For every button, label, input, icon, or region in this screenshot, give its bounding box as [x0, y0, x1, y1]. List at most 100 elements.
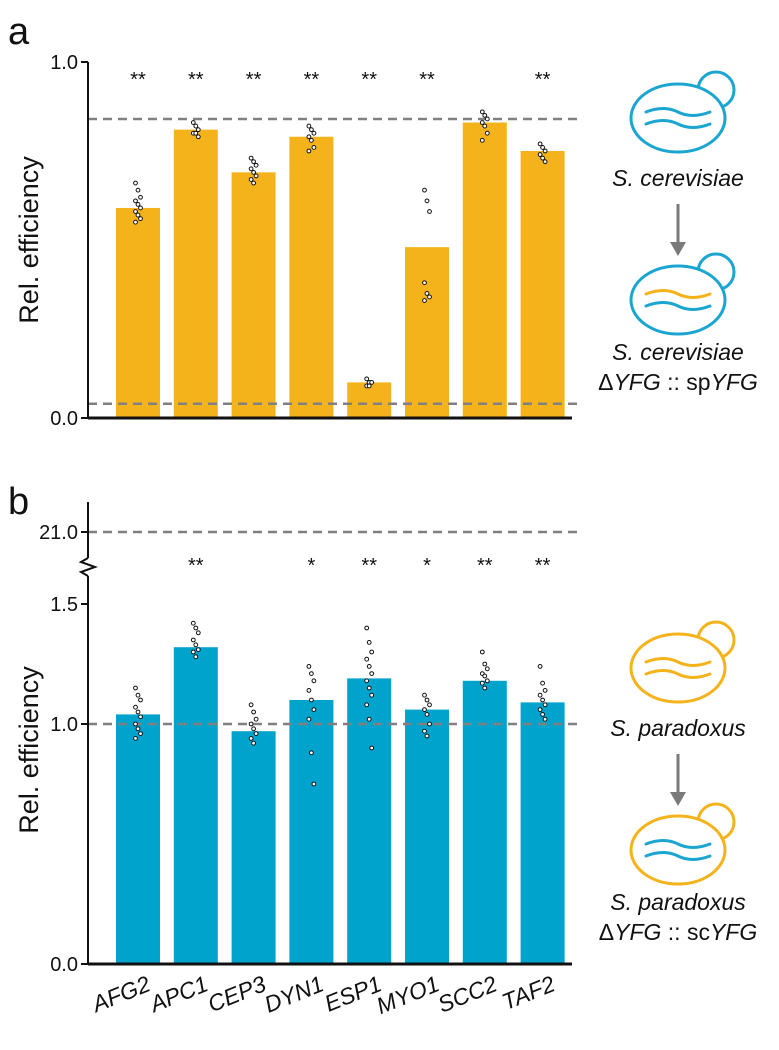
- y-tick-label: 1.0: [50, 52, 78, 74]
- data-point: [248, 721, 254, 727]
- chromosome: [644, 107, 712, 117]
- data-point: [193, 654, 199, 660]
- data-point: [540, 155, 545, 161]
- data-point: [190, 620, 196, 626]
- data-point: [193, 130, 199, 136]
- data-point: [251, 180, 257, 186]
- data-point: [138, 731, 143, 736]
- bar: [520, 151, 565, 418]
- significance: **: [361, 69, 377, 91]
- data-point: [135, 187, 141, 193]
- data-point: [540, 680, 545, 686]
- construct-part: YFG: [711, 369, 758, 395]
- data-point: [369, 692, 375, 698]
- data-point: [193, 642, 199, 648]
- construct-part: Δ: [598, 369, 613, 395]
- data-point: [251, 169, 257, 175]
- data-point: [540, 145, 545, 150]
- data-point: [251, 726, 257, 732]
- data-point: [306, 716, 312, 722]
- data-point: [364, 656, 370, 662]
- bar: [231, 172, 276, 418]
- data-point: [542, 148, 548, 154]
- data-point: [369, 649, 375, 655]
- y-tick-label: 21.0: [39, 522, 78, 544]
- data-point: [138, 205, 143, 211]
- data-point: [484, 116, 490, 122]
- construct-part: Δ: [599, 919, 614, 945]
- data-point: [537, 141, 543, 147]
- data-point: [479, 120, 485, 125]
- data-point: [369, 380, 375, 385]
- data-point: [422, 692, 427, 698]
- target-label: S. paradoxus: [610, 889, 746, 915]
- significance: *: [423, 555, 431, 577]
- data-point: [195, 630, 201, 636]
- data-point: [133, 685, 138, 691]
- construct-label: ΔYFG :: scYFG: [599, 919, 758, 945]
- data-point: [133, 704, 138, 710]
- data-point: [251, 709, 257, 715]
- significance: **: [246, 69, 262, 91]
- y-axis-label: Rel. efficiency: [14, 666, 44, 834]
- data-point: [306, 134, 312, 140]
- construct-part: YFG: [613, 369, 660, 395]
- data-point: [133, 219, 138, 225]
- cell: [629, 264, 727, 336]
- data-point: [248, 736, 254, 741]
- data-point: [424, 198, 430, 204]
- construct-label: ΔYFG :: spYFG: [598, 369, 758, 395]
- data-point: [253, 173, 259, 179]
- data-point: [135, 212, 141, 218]
- data-point: [422, 728, 427, 734]
- bar: [116, 207, 160, 418]
- x-tick-label: AFG2: [87, 970, 154, 1017]
- data-point: [253, 162, 259, 168]
- bar: [347, 678, 392, 964]
- data-point: [542, 702, 548, 708]
- data-point: [424, 291, 430, 296]
- data-point: [190, 120, 196, 125]
- source-label: S. paradoxus: [610, 715, 746, 741]
- data-point: [248, 166, 254, 172]
- data-point: [133, 721, 138, 727]
- x-tick-label: APC1: [144, 971, 211, 1018]
- data-point: [422, 298, 427, 303]
- y-tick-label: 0.0: [50, 954, 78, 976]
- data-point: [484, 130, 490, 136]
- cell: [629, 82, 727, 154]
- bar: [116, 714, 160, 964]
- panel-label: b: [8, 481, 29, 523]
- significance: **: [188, 69, 204, 91]
- data-point: [306, 123, 312, 129]
- significance: **: [361, 555, 377, 577]
- significance: **: [419, 69, 435, 91]
- significance: **: [535, 555, 551, 577]
- data-point: [479, 109, 485, 115]
- data-point: [542, 688, 548, 693]
- data-point: [537, 707, 543, 712]
- y-tick-label: 1.0: [50, 714, 78, 736]
- bar: [289, 700, 334, 964]
- data-point: [540, 712, 545, 717]
- data-point: [479, 649, 485, 655]
- data-point: [309, 697, 314, 703]
- data-point: [484, 666, 490, 672]
- chromosome: [644, 839, 712, 849]
- data-point: [542, 716, 548, 722]
- data-point: [248, 702, 254, 708]
- chromosome: [644, 289, 712, 299]
- bar: [462, 122, 507, 419]
- data-point: [306, 664, 312, 669]
- data-point: [537, 692, 543, 698]
- arrow-head: [670, 792, 686, 806]
- data-point: [138, 714, 143, 720]
- data-point: [251, 740, 257, 746]
- bar: [289, 136, 334, 418]
- cell: [629, 632, 727, 704]
- significance: **: [535, 69, 551, 91]
- data-point: [366, 383, 372, 389]
- arrow-head: [670, 242, 686, 256]
- data-point: [482, 113, 488, 118]
- data-point: [422, 187, 427, 193]
